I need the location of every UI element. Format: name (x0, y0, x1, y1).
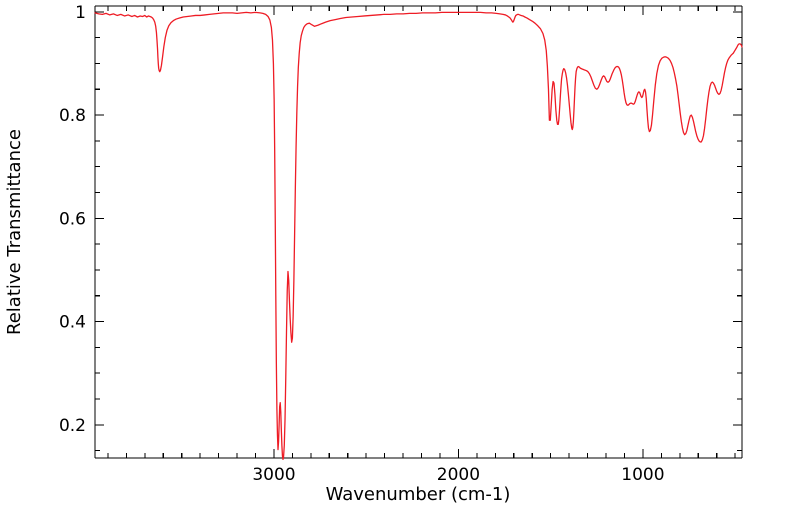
y-ticklabel: 1 (75, 3, 86, 23)
y-tick-group (95, 11, 742, 452)
y-ticklabel: 0.6 (59, 209, 86, 229)
y-ticklabel: 0.4 (59, 313, 86, 333)
y-axis-title: Relative Transmittance (4, 129, 25, 335)
axis-frame (94, 5, 743, 459)
y-ticklabel-group: 1 0.8 0.6 0.4 0.2 (59, 3, 86, 436)
x-ticklabel: 2000 (437, 465, 480, 485)
spectrum-trace (94, 11, 743, 461)
x-axis-title: Wavenumber (cm-1) (326, 484, 511, 505)
y-ticklabel: 0.8 (59, 106, 86, 126)
x-ticklabel: 3000 (252, 465, 295, 485)
x-tick-group (107, 6, 736, 458)
y-ticklabel: 0.2 (59, 416, 86, 436)
x-ticklabel-group: 3000 2000 1000 (252, 465, 664, 485)
x-ticklabel: 1000 (621, 465, 664, 485)
